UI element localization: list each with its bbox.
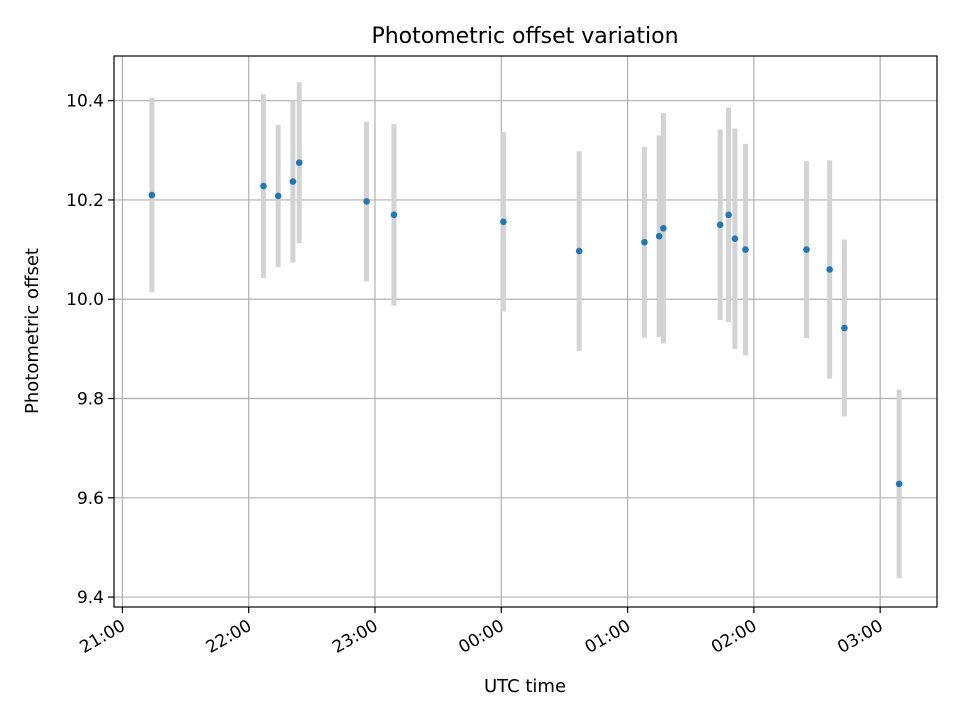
x-axis: 21:00 22:00 23:00 00:00 01:00 02:00 03:00 — [76, 607, 887, 658]
y-tick-label: 9.8 — [77, 390, 104, 410]
data-point — [500, 218, 507, 226]
data-point — [295, 159, 303, 167]
grid — [114, 56, 937, 607]
y-tick-label: 9.4 — [77, 588, 104, 608]
data-point — [148, 191, 156, 199]
chart-title: Photometric offset variation — [371, 24, 678, 49]
x-tick-label: 02:00 — [708, 616, 760, 658]
data-point — [895, 480, 903, 488]
x-tick-label: 00:00 — [455, 616, 507, 658]
data-point — [660, 224, 667, 232]
data-point — [716, 221, 724, 229]
data-point — [731, 235, 739, 242]
data-point — [363, 198, 370, 205]
x-tick-label: 21:00 — [76, 616, 128, 658]
data-point — [742, 246, 749, 253]
plot-frame — [113, 55, 938, 608]
data-point — [289, 178, 297, 185]
x-tick-label: 03:00 — [834, 616, 886, 658]
data-point — [641, 238, 648, 246]
data-point — [725, 211, 732, 219]
data-point — [841, 324, 848, 332]
data-point — [803, 246, 810, 253]
x-tick-label: 22:00 — [203, 616, 255, 658]
data-point — [826, 266, 833, 273]
data-point — [260, 182, 267, 190]
error-bars — [149, 82, 902, 579]
y-tick-label: 10.0 — [66, 290, 104, 310]
y-tick-label: 10.2 — [66, 191, 104, 211]
data-points — [148, 159, 903, 488]
data-point — [274, 192, 282, 200]
y-axis: 9.4 9.6 9.8 10.0 10.2 10.4 — [66, 92, 114, 608]
data-point — [390, 211, 398, 219]
data-point — [655, 232, 663, 240]
y-tick-label: 10.4 — [66, 92, 104, 112]
data-point — [575, 247, 583, 255]
y-axis-label: Photometric offset — [22, 248, 43, 414]
x-tick-label: 23:00 — [329, 616, 381, 658]
x-axis-label: UTC time — [484, 676, 566, 697]
y-tick-label: 9.6 — [77, 489, 104, 509]
x-tick-label: 01:00 — [582, 616, 634, 658]
